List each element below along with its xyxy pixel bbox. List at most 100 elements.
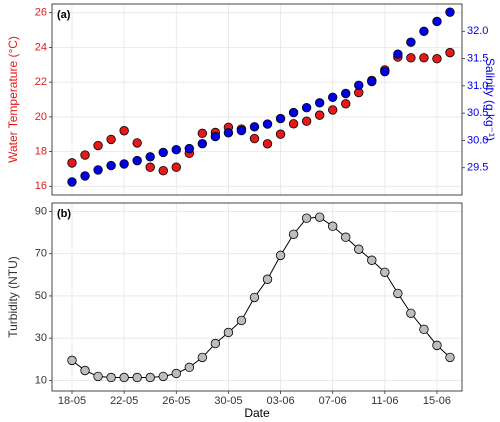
series-line [71,216,451,378]
data-point [341,99,351,109]
data-point [145,152,155,162]
x-tick-label: 22-05 [110,395,138,407]
data-point [445,7,455,17]
data-point [223,327,234,338]
data-point [249,133,260,144]
y2-tick-label: 31.5 [467,52,488,64]
data-point [262,119,273,129]
data-point [314,110,325,120]
data-point [106,160,116,171]
panel-frame [51,202,463,392]
data-point [262,139,273,149]
data-point [197,139,208,149]
data-point [184,362,195,373]
x-axis-label: Date [244,406,270,420]
panel-label: (b) [57,208,71,220]
data-point [93,165,103,175]
data-point [132,138,142,148]
data-point [145,162,155,172]
data-point [119,159,129,169]
data-point [132,155,142,166]
data-point [119,126,129,136]
x-tick-label: 11-06 [371,395,398,407]
data-point [275,250,286,261]
data-point [132,372,142,383]
data-point [341,88,351,99]
data-point [80,365,90,376]
y2-tick-label: 30.0 [467,134,488,146]
data-point [171,162,181,172]
data-point [184,143,195,154]
y-tick-label: 24 [35,41,47,53]
data-point [406,53,416,63]
data-point [445,47,455,58]
data-point [354,80,364,91]
data-point [236,315,247,326]
y-tick-label: 10 [35,374,47,386]
x-tick-label: 30-05 [214,395,242,407]
x-tick-label: 07-06 [319,395,347,407]
data-point [197,128,208,139]
data-point [119,372,129,383]
data-point [145,372,155,383]
data-point [445,352,455,363]
data-point [275,129,286,139]
data-point [80,150,90,160]
data-point [288,107,299,118]
panel-frame [51,3,463,196]
y2-tick-label: 30.5 [467,107,488,119]
y2-tick-label: 31.0 [467,80,488,92]
y-tick-label: 50 [35,290,47,302]
data-point [380,267,390,277]
data-point [406,308,416,318]
y2-tick-label: 32.0 [467,25,488,37]
x-tick-label: 15-06 [423,395,451,407]
y-tick-label: 16 [35,180,47,192]
data-point [367,76,377,87]
y-axis-label: Turbidity (NTU) [6,256,20,338]
data-point [432,340,442,351]
data-point [158,147,168,158]
y-axis-label: Water Temperature (°C) [6,36,20,163]
data-point [288,119,299,129]
data-point [301,102,312,113]
data-point [393,49,403,59]
y2-tick-label: 29.5 [467,162,488,174]
data-point [158,371,168,382]
data-point [301,213,312,223]
y-tick-label: 20 [35,111,47,123]
data-point [367,255,377,265]
data-point [406,37,416,47]
data-point [171,145,181,155]
data-point [171,368,181,379]
data-point [158,165,168,176]
data-point [106,134,116,145]
x-tick-label: 26-05 [162,395,190,407]
data-point [380,66,390,77]
data-point [93,371,103,382]
data-point [210,338,221,349]
data-point [67,177,77,187]
data-point [301,116,312,126]
data-point [341,232,351,242]
data-point [106,372,116,383]
data-point [327,92,338,103]
data-point [236,125,247,136]
data-point [419,26,429,36]
y-tick-label: 30 [35,332,47,344]
y-tick-label: 90 [35,205,47,217]
data-point [80,171,90,181]
data-point [314,98,325,108]
data-point [223,128,234,138]
data-point [314,212,325,222]
data-point [275,113,286,124]
data-point [197,352,208,363]
y-tick-label: 70 [35,248,47,260]
data-point [432,16,442,27]
data-point [327,105,338,115]
data-point [262,274,273,284]
data-point [249,292,260,303]
x-tick-label: 18-05 [58,395,86,407]
panel-label: (a) [57,9,71,21]
data-point [67,355,77,366]
